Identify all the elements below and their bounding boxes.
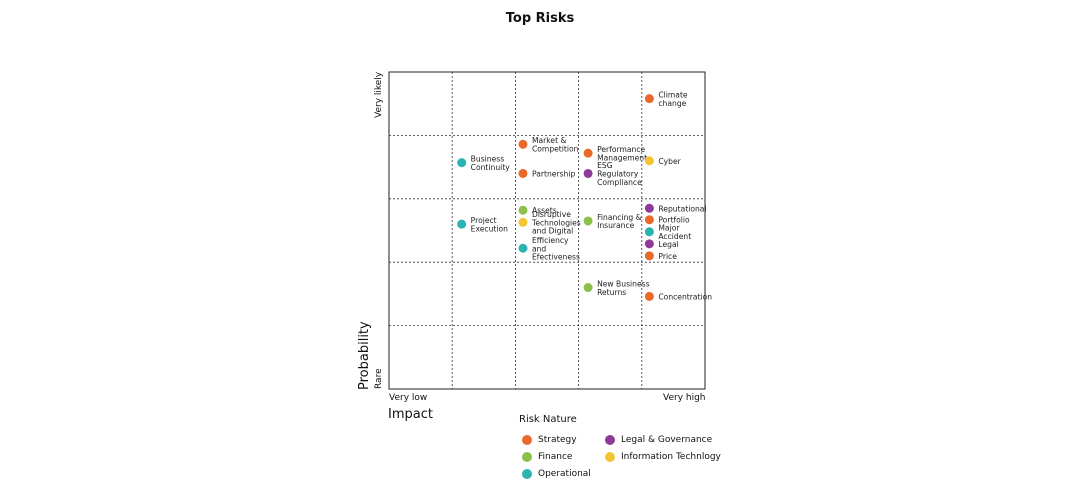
data-point-label: Disruptive Technologies and Digital [531,210,581,236]
chart-title: Top Risks [505,11,575,26]
data-point [644,203,654,213]
legend-swatch [522,435,532,445]
data-point [518,243,528,253]
legend-item: Information Technlogy [605,452,721,462]
data-point-label: Market & Competition [532,136,579,153]
data-point [644,251,654,261]
legend-label: Operational [538,469,591,479]
data-point [644,215,654,225]
data-point-label: Concentration [658,292,712,301]
data-point [518,217,528,227]
data-point-label: Performance Management [597,145,647,162]
data-point [518,168,528,178]
data-point [583,216,593,226]
data-point-label: Legal [658,240,678,249]
data-point [518,205,528,215]
legend-item: Operational [522,469,591,479]
legend-item: Finance [522,452,572,462]
legend-swatch [522,452,532,462]
legend-item: Legal & Governance [605,435,712,445]
data-point [644,227,654,237]
data-point [583,283,593,293]
data-point-label: Business Continuity [471,154,511,171]
data-point-label: Reputational [658,204,706,213]
data-point-label: Portfolio [658,216,690,225]
data-point-label: Partnership [532,169,575,178]
legend-label: Finance [538,452,573,462]
data-point-label: ESG Regulatory Compliance [597,161,642,187]
data-point [518,139,528,149]
data-point-label: Climate change [658,90,688,107]
legend-label: Information Technlogy [621,452,721,462]
legend-swatch [522,469,532,479]
data-point-label: Major Accident [658,224,691,241]
data-point [644,291,654,301]
x-axis-title: Impact [388,407,433,422]
x-tick-high: Very high [663,393,706,403]
x-tick-low: Very low [389,393,428,403]
data-point-label: Assets [532,206,557,215]
legend-swatch [605,435,615,445]
legend-label: Strategy [538,435,577,445]
legend-item: Strategy [522,435,577,445]
legend-swatch [605,452,615,462]
data-point-label: Financing & Insurance [597,213,642,230]
data-point [644,239,654,249]
data-point [644,156,654,166]
data-point-label: Project Execution [471,216,508,233]
y-tick-high: Very likely [374,71,384,118]
data-point [583,168,593,178]
data-point [583,148,593,158]
data-point-label: Price [658,252,677,261]
y-axis-title: Probability [357,321,372,390]
data-point [644,94,654,104]
y-tick-low: Rare [374,368,384,389]
data-point-label: New Business Returns [597,279,650,296]
legend-label: Legal & Governance [621,435,713,445]
data-point [457,219,467,229]
plot-frame [388,71,706,390]
data-point [457,158,467,168]
data-point-label: Efficiency and Efectiveness [532,236,580,262]
legend-title: Risk Nature [519,414,577,425]
data-point-label: Cyber [658,157,681,166]
